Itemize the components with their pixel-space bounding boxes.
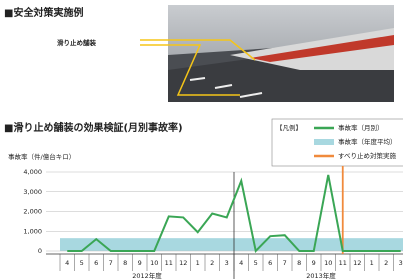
x-tick-label: 7 <box>109 259 113 267</box>
average-band <box>60 238 234 251</box>
x-tick-label: 12 <box>179 259 187 267</box>
year-label: 2012年度 <box>132 271 162 279</box>
photo <box>140 5 394 102</box>
legend-label: すべり止め対策実施 <box>338 151 397 160</box>
chart-title: ■滑り止め舗装の効果検証(月別事故率) <box>4 121 183 134</box>
x-tick-label: 4 <box>65 259 69 267</box>
legend-swatch <box>314 139 334 145</box>
y-tick-label: 1,000 <box>23 227 42 235</box>
y-tick-label: 0 <box>38 247 42 255</box>
x-tick-label: 6 <box>94 259 98 267</box>
x-tick-label: 4 <box>239 259 243 267</box>
x-tick-label: 12 <box>353 259 361 267</box>
x-tick-label: 9 <box>312 259 316 267</box>
legend-label: 事故率（月別） <box>338 123 384 132</box>
section-title: ■安全対策実施例 <box>4 6 83 19</box>
x-tick-label: 9 <box>138 259 142 267</box>
y-tick-label: 2,000 <box>23 208 42 216</box>
legend-title: 【凡例】 <box>276 123 302 132</box>
x-tick-label: 2 <box>384 259 388 267</box>
x-tick-label: 3 <box>225 259 229 267</box>
y-axis-label: 事故率（件/億台キロ） <box>8 152 75 161</box>
page: ■安全対策実施例 滑り止め舗装 ■滑り止め舗装の効果検証(月別事故率) 【凡例】… <box>0 0 403 279</box>
x-tick-label: 8 <box>297 259 301 267</box>
photo-label: 滑り止め舗装 <box>57 38 97 47</box>
x-tick-label: 3 <box>399 259 403 267</box>
x-tick-label: 1 <box>370 259 374 267</box>
legend-label: 事故率（年度平均） <box>338 137 397 146</box>
x-tick-label: 5 <box>254 259 258 267</box>
x-tick-label: 10 <box>150 259 158 267</box>
x-tick-label: 11 <box>339 259 347 267</box>
x-tick-label: 6 <box>268 259 272 267</box>
x-tick-label: 8 <box>123 259 127 267</box>
y-tick-label: 3,000 <box>23 188 42 196</box>
x-tick-label: 1 <box>196 259 200 267</box>
x-tick-label: 2 <box>210 259 214 267</box>
x-tick-label: 5 <box>80 259 84 267</box>
x-tick-label: 7 <box>283 259 287 267</box>
average-band <box>234 238 403 251</box>
y-tick-label: 4,000 <box>23 168 42 176</box>
year-label: 2013年度 <box>306 271 336 279</box>
x-tick-label: 11 <box>165 259 173 267</box>
x-tick-label: 10 <box>324 259 332 267</box>
